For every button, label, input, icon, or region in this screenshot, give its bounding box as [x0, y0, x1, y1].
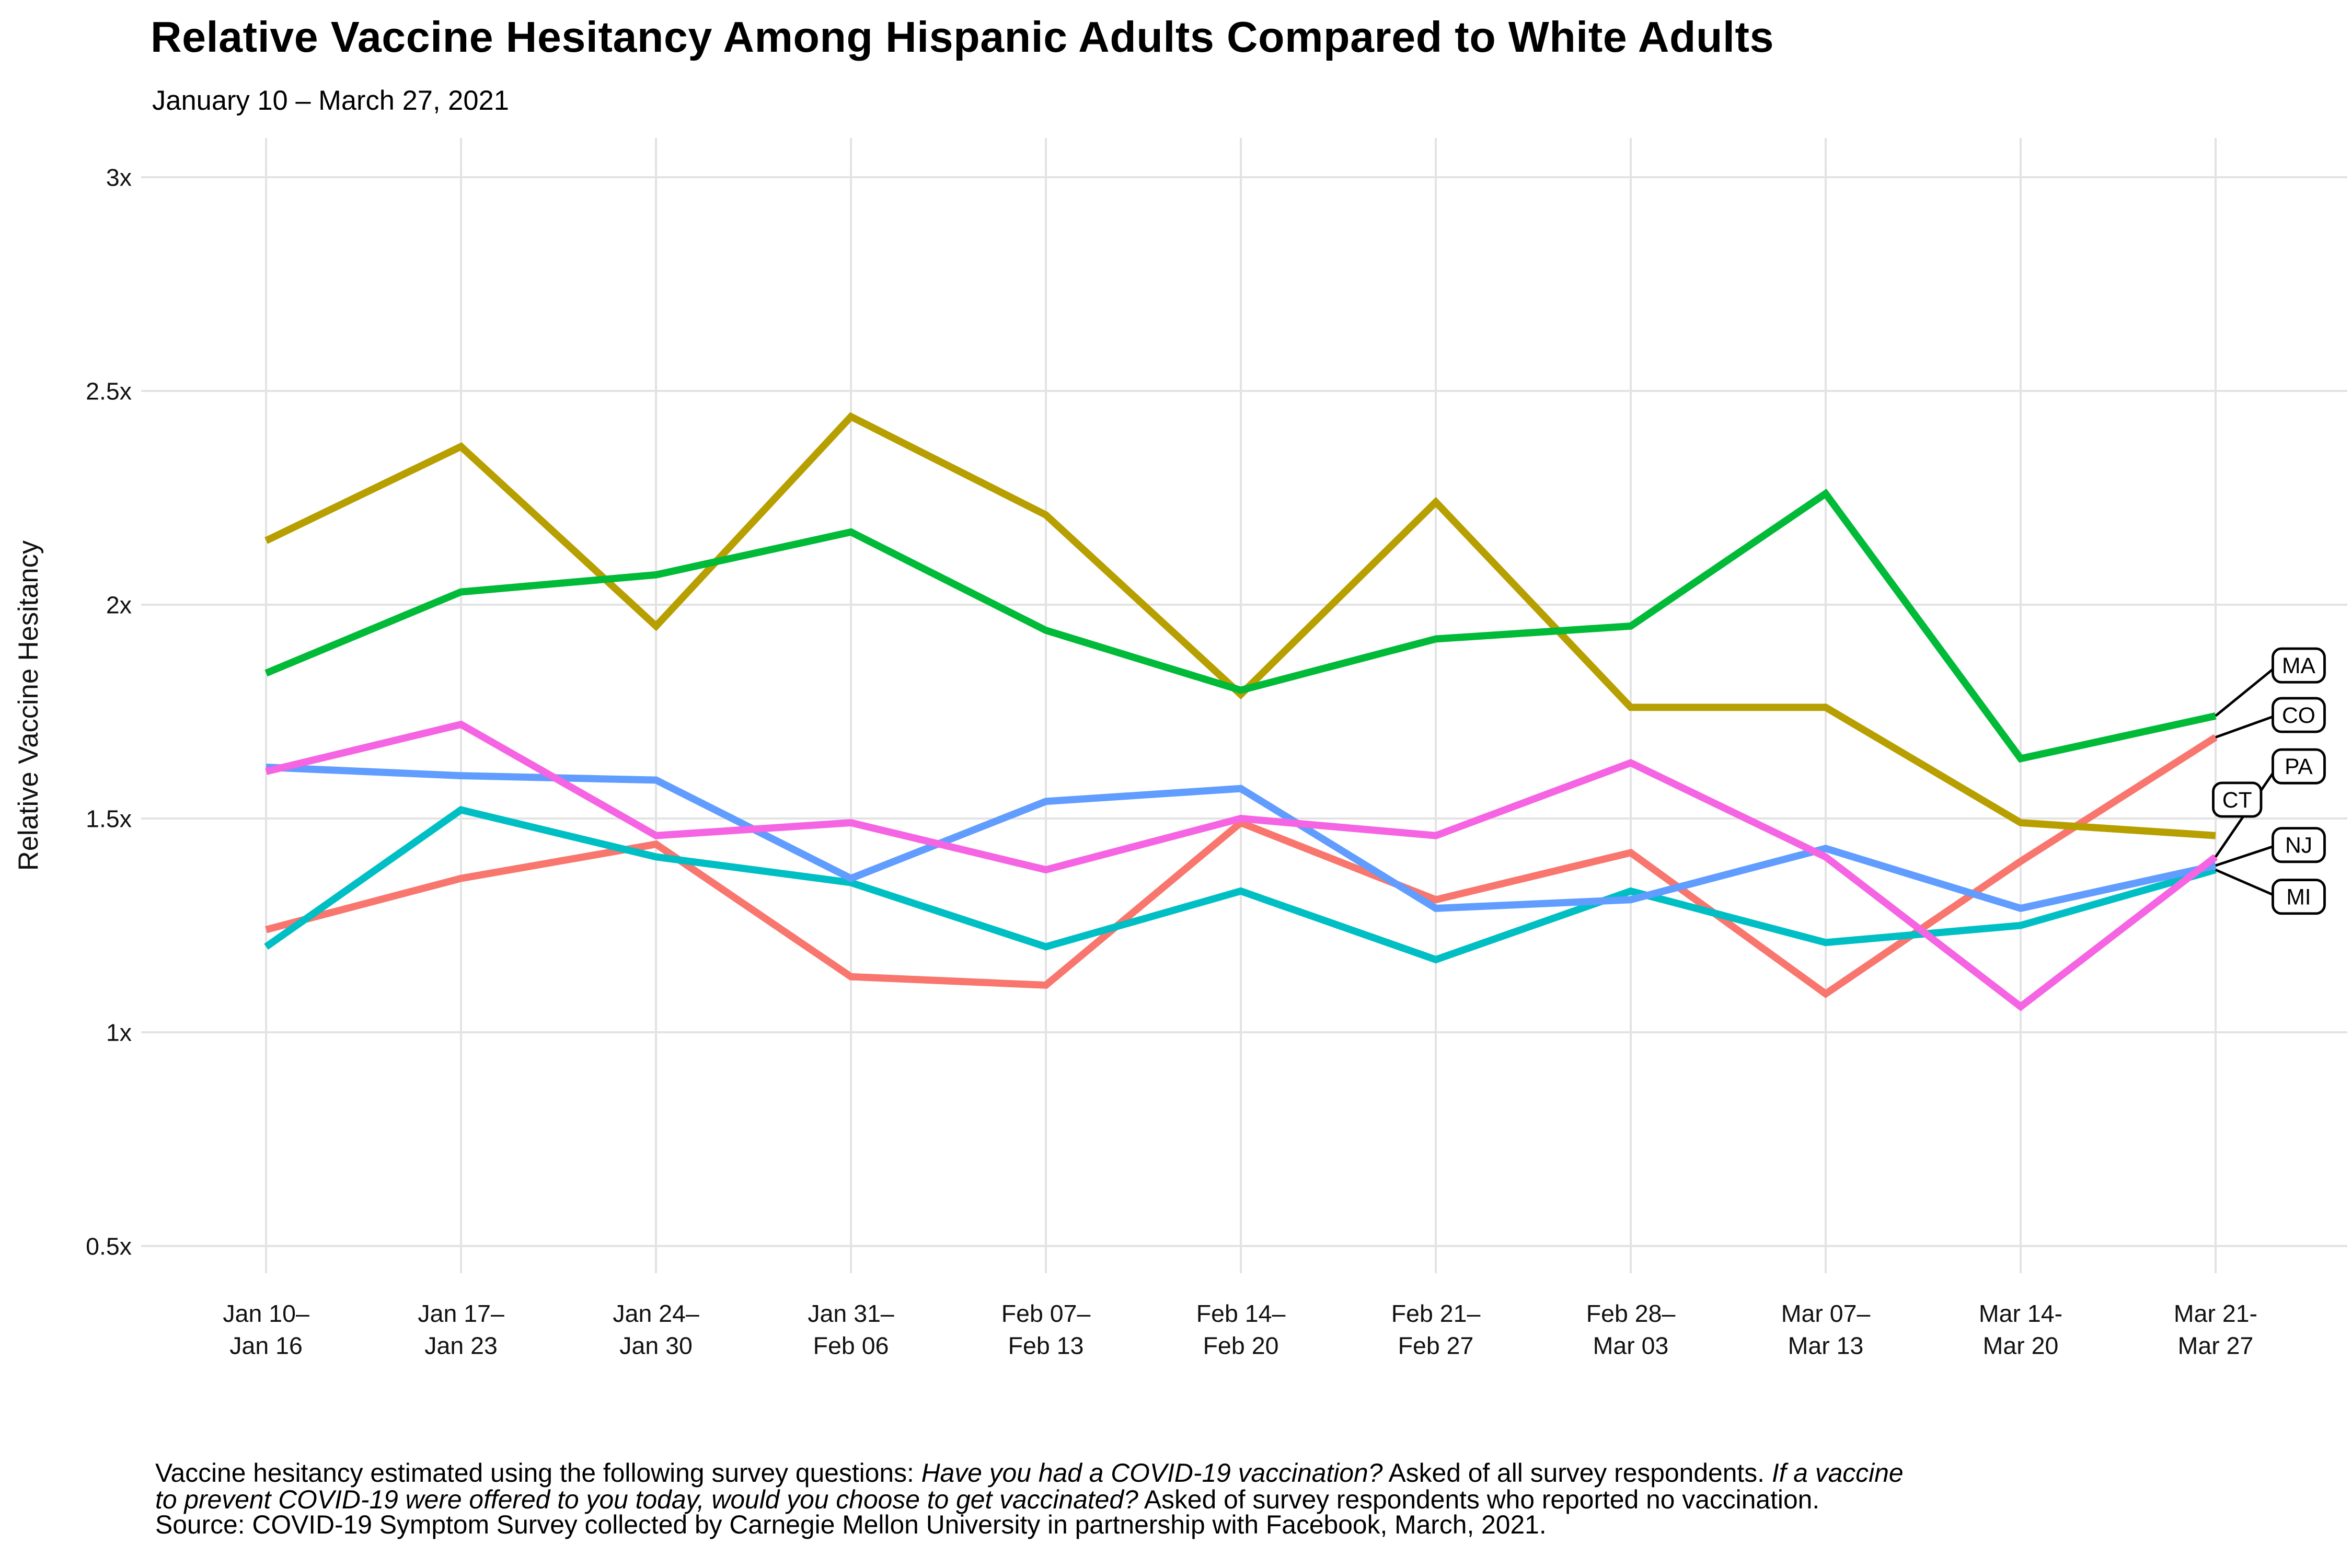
end-label-box-PA [2272, 748, 2326, 785]
y-tick-label: 2.5x [86, 377, 132, 405]
gridlines [141, 138, 2347, 1273]
end-label-box-CT [2212, 781, 2263, 818]
footnote-line: Source: COVID-19 Symptom Survey collecte… [155, 1510, 1904, 1540]
end-label-connector-MA [2215, 664, 2279, 717]
y-axis-title: Relative Vaccine Hesitancy [13, 540, 44, 871]
y-axis-tick-labels: 3x 2.5x 2x 1.5x 1x 0.5x [86, 164, 132, 1260]
series-line-PA [265, 720, 2218, 1011]
footnote-italic-segment: If a vaccine [1771, 1458, 1904, 1488]
series-line-CO [265, 734, 2218, 998]
series-end-label-PA: PA [2285, 754, 2313, 779]
series-end-label-MI: MI [2286, 885, 2311, 910]
end-label-connector-CO [2215, 713, 2278, 739]
x-tick-label: Feb 21– Feb 27 [1391, 1300, 1481, 1359]
x-tick-label: Feb 07– Feb 13 [1001, 1300, 1091, 1359]
x-tick-label: Mar 14-Mar 20 [1979, 1300, 2062, 1359]
series-line-MI [264, 806, 2217, 964]
x-tick-label: Mar 21-Mar 27 [2174, 1300, 2257, 1359]
series-end-labels: MA CO PA CT NJ MI [2212, 647, 2326, 915]
series-lines [264, 412, 2218, 1011]
x-tick-label: Mar 07– Mar 13 [1781, 1300, 1871, 1359]
chart-title: Relative Vaccine Hesitancy Among Hispani… [151, 13, 1774, 61]
series-end-label-NJ: NJ [2285, 833, 2312, 858]
series-end-label-CO: CO [2282, 703, 2315, 728]
footnote-text-segment: Asked of survey respondents who reported… [1138, 1484, 1820, 1514]
footnote-text-segment: Vaccine hesitancy estimated using the fo… [155, 1458, 921, 1488]
end-label-connector-NJ [2215, 844, 2278, 867]
x-tick-label: Feb 14– Feb 20 [1196, 1300, 1286, 1359]
y-tick-label: 3x [106, 164, 132, 191]
footnote-line: Vaccine hesitancy estimated using the fo… [155, 1458, 1904, 1488]
x-axis-tick-labels: Jan 10– Jan 16 Jan 17– Jan 23 Jan 24– Jan 30 J… [223, 1300, 2257, 1359]
end-label-box-MI [2272, 879, 2326, 915]
end-label-box-MA [2272, 647, 2326, 684]
x-tick-label: Feb 28– Mar 03 [1586, 1300, 1676, 1359]
footnote-text-segment: Source: COVID-19 Symptom Survey collecte… [155, 1510, 1547, 1540]
series-end-label-MA: MA [2282, 653, 2315, 678]
series-line-CT [264, 412, 2216, 839]
x-tick-label: Jan 17– Jan 23 [418, 1300, 504, 1359]
y-tick-label: 1.5x [86, 805, 132, 832]
series-line-NJ [266, 764, 2217, 913]
y-tick-label: 1x [106, 1019, 132, 1046]
y-tick-label: 2x [106, 591, 132, 618]
footnote-italic-segment: to prevent COVID-19 were offered to you … [155, 1484, 1138, 1514]
y-tick-label: 0.5x [86, 1232, 132, 1260]
x-tick-label: Jan 24– Jan 30 [613, 1300, 699, 1359]
end-label-box-CO [2272, 697, 2326, 733]
x-tick-label: Jan 10– Jan 16 [223, 1300, 309, 1359]
end-label-box-NJ [2272, 827, 2326, 863]
series-line-MA [264, 488, 2217, 763]
end-label-connector-MI [2215, 868, 2278, 898]
footnote-text-segment: Asked of all survey respondents. [1382, 1458, 1772, 1488]
chart-footnote: Vaccine hesitancy estimated using the fo… [155, 1458, 1904, 1540]
x-tick-label: Jan 31– Feb 06 [808, 1300, 894, 1359]
footnote-line: to prevent COVID-19 were offered to you … [155, 1486, 1904, 1514]
series-end-label-CT: CT [2222, 788, 2252, 813]
footnote-italic-segment: Have you had a COVID-19 vaccination? [921, 1458, 1383, 1488]
chart-subtitle: January 10 – March 27, 2021 [152, 85, 509, 116]
